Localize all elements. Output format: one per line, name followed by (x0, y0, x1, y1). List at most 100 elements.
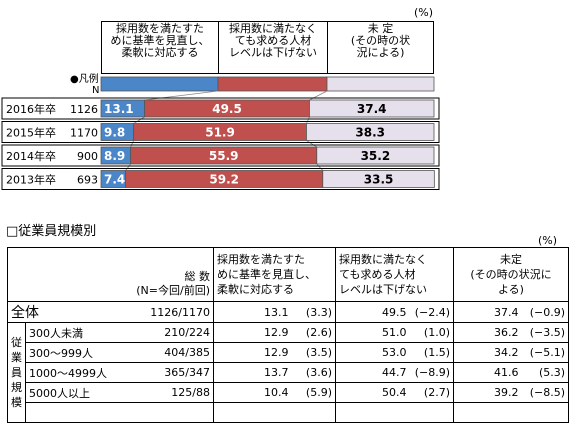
cell-v2 (335, 402, 410, 423)
bar-segment (322, 170, 435, 188)
header-flexible-line1: 採用数を満たすた (217, 253, 305, 266)
legend-n-label: N (92, 85, 100, 96)
row-label: 2015年卒 (6, 126, 56, 140)
cell-v1 (213, 402, 292, 423)
connector-line (125, 163, 131, 171)
cell-d2: (2.7) (409, 382, 454, 403)
header-maintain-line2: ても求める人材 (339, 268, 416, 281)
bar-value-label: 59.2 (209, 173, 239, 187)
percent-unit-label: (%) (414, 6, 434, 19)
cell-d2: (1.5) (409, 342, 454, 363)
legend-marker-label: ●凡例 (70, 74, 99, 85)
cell-v1: 10.4 (213, 382, 292, 403)
cell-v1: 12.9 (213, 342, 292, 363)
connector-line (309, 90, 328, 101)
cell-v1: 13.7 (213, 362, 292, 383)
cell-d1: (3.6) (291, 362, 336, 383)
cell-d3: (−0.9) (521, 301, 570, 323)
group-label-char: 規 (11, 381, 22, 394)
row-label: 全体 (7, 301, 116, 323)
bar-segment (309, 99, 435, 118)
cell-d2: (−8.9) (409, 362, 454, 383)
cell-d1: (3.5) (291, 342, 336, 363)
row-label: 2014年卒 (6, 149, 56, 163)
cell-d1: (2.6) (291, 322, 336, 343)
connector-line (316, 163, 324, 171)
cell-d3: (−3.5) (521, 322, 570, 343)
group-label: 従 業 員 規 模 (7, 322, 26, 423)
header-flexible-line2: めに基準を見直し、 (217, 268, 316, 281)
bar-value-label: 33.5 (364, 173, 394, 187)
table-row: 従 業 員 規 模 300人未満 210/224 12.9 (2.6) 51.0… (7, 322, 570, 423)
row-n-label: 900 (77, 150, 98, 163)
header-flexible: 採用数を満たすた めに基準を見直し、 柔軟に対応する (213, 247, 336, 302)
legend-bar-segment (326, 76, 435, 92)
header-maintain-line3: レベルは下げない (339, 283, 427, 296)
header-undecided-line1: 未定 (500, 253, 522, 266)
cell-v3: 34.2 (453, 342, 522, 363)
table-row-all: 全体 1126/1170 13.1 (3.3) 49.5 (−2.4) 37.4… (7, 301, 570, 323)
employee-size-table: 総 数 (N=今回/前回) 採用数を満たすた めに基準を見直し、 柔軟に対応する… (7, 247, 570, 423)
header-total-label: 総 数 (184, 270, 211, 283)
table-unit-label: (%) (538, 234, 558, 247)
row-frame (1, 168, 440, 190)
bar-value-label: 37.4 (357, 102, 387, 116)
legend-bar-segment (217, 76, 328, 92)
bar-value-label: 55.9 (209, 149, 239, 163)
legend-header-maintain-level: 採用数に満たなく ても求める人材 レベルは下げない (218, 21, 328, 74)
cell-d1 (291, 402, 336, 423)
header-undecided-line2: (その時の状況に (470, 268, 552, 281)
group-label-char: 業 (11, 351, 22, 364)
cell-d3: (−8.5) (521, 382, 570, 403)
cell-d2 (409, 402, 454, 423)
connector-line (133, 116, 145, 124)
stacked-bar-chart: 13.1 49.5 37.4 2016年卒 1126 9.8 51.9 38.3 2015年卒 1… (1, 76, 440, 190)
table-row: 1000〜4999人 365/347 13.7 (3.6) 44.7 (−8.9… (8, 362, 570, 383)
row-frame (1, 97, 440, 120)
group-label-char: 模 (11, 396, 22, 409)
cell-d2: (−2.4) (409, 301, 454, 323)
cell-v3 (453, 402, 522, 423)
header-undecided: 未定 (その時の状況に よる) (452, 247, 570, 302)
legend-bar-segment (100, 76, 219, 92)
header-maintain-line1: 採用数に満たなく (339, 253, 427, 266)
connector-line (130, 140, 134, 148)
bar-value-label: 51.9 (205, 126, 235, 140)
cell-d1: (5.9) (291, 382, 336, 403)
cell-v1: 12.9 (213, 322, 292, 343)
bar-segment (306, 123, 435, 141)
cell-n (115, 402, 214, 423)
table-row (8, 402, 570, 423)
cell-v3: 36.2 (453, 322, 522, 343)
row-n-label: 1170 (70, 127, 98, 140)
row-n-label: 1126 (70, 103, 98, 116)
bar-value-label: 35.2 (361, 149, 391, 163)
row-label (25, 402, 116, 423)
bar-value-label: 8.9 (104, 149, 125, 163)
legend-header-undecided: 未 定 (その時の状 況による) (327, 21, 434, 74)
bar-value-label: 7.4 (104, 173, 125, 187)
cell-n: 1126/1170 (115, 301, 214, 323)
header-undecided-line3: よる) (498, 283, 524, 296)
row-label: 2016年卒 (6, 102, 56, 116)
row-frame (1, 144, 440, 167)
group-label-char: 従 (11, 336, 22, 349)
header-flexible-line3: 柔軟に対応する (217, 283, 294, 296)
row-label: 5000人以上 (25, 382, 116, 403)
cell-v2: 51.0 (335, 322, 410, 343)
row-label: 1000〜4999人 (25, 362, 116, 383)
header-total-sub: (N=今回/前回) (136, 284, 210, 297)
cell-v1: 13.1 (213, 301, 292, 323)
cell-v3: 41.6 (453, 362, 522, 383)
bar-value-label: 9.8 (104, 126, 125, 140)
bar-segment (316, 146, 435, 165)
cell-d3: (5.3) (521, 362, 570, 383)
cell-v2: 44.7 (335, 362, 410, 383)
section-title: □従業員規模別 (6, 224, 97, 239)
cell-n: 365/347 (115, 362, 214, 383)
row-frame (1, 121, 440, 143)
row-label: 300人未満 (25, 322, 116, 343)
row-label: 300〜999人 (25, 342, 116, 363)
connector-line (306, 116, 310, 124)
cell-v2: 50.4 (335, 382, 410, 403)
